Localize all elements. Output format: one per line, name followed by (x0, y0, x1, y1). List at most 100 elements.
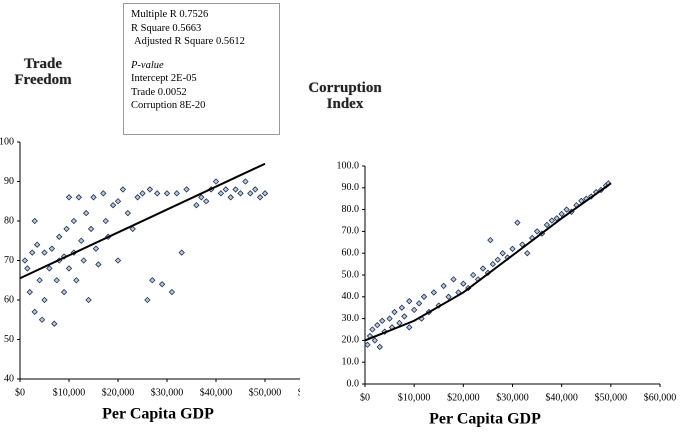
point (183, 186, 190, 193)
y-tick-label: 10.0 (342, 356, 360, 367)
point (65, 194, 73, 201)
point (51, 320, 58, 327)
chart-title: Trade Freedom (14, 56, 72, 88)
point (193, 202, 200, 209)
point (90, 194, 97, 201)
x-tick-label: $10,000 (398, 392, 431, 403)
point (487, 236, 494, 244)
point (124, 209, 131, 217)
point (420, 293, 428, 300)
point (75, 194, 82, 201)
point (100, 190, 107, 197)
point (139, 190, 146, 197)
trendline (19, 162, 266, 280)
y-tick-label: 60.0 (342, 247, 360, 258)
point (85, 296, 92, 304)
y-tick-label: 50.0 (342, 269, 360, 280)
point (391, 308, 398, 316)
y-tick-label: 40 (4, 373, 14, 384)
point (48, 245, 56, 252)
point (149, 277, 156, 284)
point (87, 225, 95, 233)
point (406, 297, 413, 305)
point (163, 190, 171, 197)
point (56, 233, 63, 240)
point (36, 277, 43, 284)
point (114, 198, 122, 205)
point (73, 277, 80, 284)
stat: Adjusted R Square 0.5612 (134, 36, 245, 47)
chart-title: Corruption Index (308, 80, 382, 112)
y-tick-label: 50 (4, 334, 14, 345)
point (109, 202, 117, 209)
point (70, 217, 78, 225)
point (237, 190, 244, 197)
y-tick-label: 20.0 (342, 335, 360, 346)
x-tick-label: $40,000 (200, 387, 233, 398)
x-axis-label: Per Capita GDP (102, 406, 214, 423)
point (364, 341, 371, 348)
x-tick-label: $60,000 (298, 387, 331, 398)
point (33, 241, 41, 248)
y-tick-label: 80 (4, 215, 14, 226)
point (415, 300, 423, 307)
y-tick-label: 40.0 (342, 291, 360, 302)
point (203, 198, 210, 205)
point (178, 249, 185, 256)
point (217, 190, 225, 197)
x-tick-label: $50,000 (595, 392, 628, 403)
point (173, 190, 180, 197)
point (129, 225, 136, 233)
point (80, 257, 87, 264)
stat: R Square 0.5663 (131, 22, 202, 34)
point (450, 276, 457, 283)
point (222, 186, 229, 193)
y-tick-label: 30.0 (342, 313, 360, 324)
point (548, 217, 555, 224)
x-tick-label: $30,000 (496, 392, 529, 403)
x-tick-label: $10,000 (53, 387, 86, 398)
x-tick-label: $20,000 (447, 392, 480, 403)
point (374, 321, 381, 329)
point (65, 265, 73, 272)
y-tick-label: 70.0 (342, 226, 360, 237)
stats-box: Multiple R 0.7526 R Square 0.5663 Adjust… (123, 3, 280, 135)
point (60, 253, 68, 260)
y-tick-label: 70 (4, 255, 14, 266)
point (53, 277, 60, 284)
stat: Trade 0.0052 (131, 86, 187, 98)
point (494, 256, 501, 263)
point (398, 304, 406, 311)
point (31, 217, 38, 225)
point (440, 282, 447, 290)
point (212, 178, 220, 185)
point (430, 289, 437, 296)
point (396, 319, 403, 327)
point (41, 249, 48, 256)
point (38, 316, 46, 323)
point (460, 280, 467, 287)
point (479, 265, 487, 272)
point (543, 221, 551, 229)
point (499, 250, 506, 257)
x-tick-label: $0 (360, 392, 370, 403)
point (102, 217, 109, 225)
point (92, 245, 100, 252)
point (63, 225, 70, 233)
point (114, 257, 122, 264)
point (227, 194, 234, 201)
point (21, 257, 29, 264)
point (46, 265, 53, 272)
y-tick-label: 100 (0, 136, 14, 147)
x-tick-label: $40,000 (545, 392, 578, 403)
stat-heading: P-value (131, 59, 164, 71)
point (386, 315, 393, 322)
point (533, 228, 541, 235)
point (514, 219, 521, 226)
point (379, 317, 386, 324)
point (261, 190, 269, 197)
trade-chart: 40 50 60 70 80 90 100 $0 $10,000 $20,000 $30,000 $4… (0, 136, 331, 423)
point (401, 313, 408, 320)
